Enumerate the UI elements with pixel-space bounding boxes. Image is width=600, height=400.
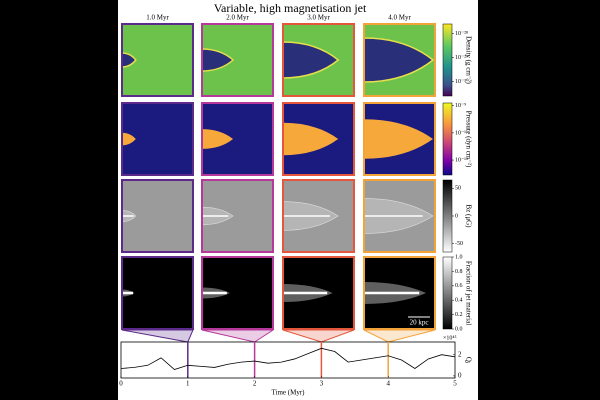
panel-border	[121, 179, 194, 253]
panel-border	[282, 23, 355, 97]
panel-border	[201, 102, 274, 176]
colorbar-tick-label: 0.8	[455, 269, 463, 275]
panel-border	[201, 23, 274, 97]
jet-cocoon	[121, 52, 137, 68]
jet-cocoon	[363, 37, 435, 83]
panel-border	[282, 256, 355, 330]
colorbar	[442, 256, 453, 330]
x-tick-label: 5	[453, 380, 457, 388]
x-tick-label: 2	[253, 380, 257, 388]
y-tick-label: 0	[458, 371, 462, 379]
panel-border	[121, 256, 194, 330]
colorbar	[442, 102, 453, 176]
colorbar-tick-label: 10⁻⁹	[455, 103, 466, 109]
colorbar-tick-label: -50	[455, 241, 463, 247]
jet-cocoon	[202, 129, 234, 149]
panel-border	[121, 102, 194, 176]
snapshot-connector	[201, 329, 275, 343]
colorbar-tick-label: 50	[455, 186, 461, 192]
x-tick-label: 3	[320, 380, 324, 388]
jet-cocoon	[282, 41, 340, 79]
snapshot-connector	[121, 329, 194, 343]
panel-border	[282, 179, 355, 253]
colorbar-label: Density (g cm⁻³)	[464, 36, 472, 84]
colorbar-tick-label: 10⁻²⁸	[455, 31, 468, 37]
colorbar-tick-label: 0.2	[455, 312, 463, 318]
colorbar-tick-label: 10⁻³⁰	[455, 78, 469, 85]
jet-cocoon	[283, 122, 339, 156]
colorbar-tick-label: 10⁻¹¹	[455, 130, 468, 136]
panel-border	[201, 256, 274, 330]
colorbar-tick-label: 0	[455, 213, 458, 219]
snapshot-connector	[363, 329, 436, 343]
x-axis-label: Time (Myr)	[272, 389, 306, 397]
snapshot-label: 2.0 Myr	[226, 14, 249, 22]
q-line	[120, 347, 456, 370]
colorbar	[442, 23, 453, 97]
panel-border	[201, 179, 274, 253]
figure-title: Variable, high magnetisation jet	[214, 1, 367, 15]
jet-cocoon	[122, 132, 136, 146]
colorbar-tick-label: 1.0	[455, 254, 463, 260]
colorbar-tick-label: 0.6	[455, 283, 463, 289]
colorbar-tick-label: 0.0	[455, 326, 463, 332]
x-tick-label: 0	[119, 380, 123, 388]
colorbar	[442, 179, 453, 253]
x-tick-label: 1	[186, 380, 190, 388]
snapshot-label: 1.0 Myr	[146, 14, 169, 22]
jet-cocoon	[364, 119, 433, 159]
x-tick-label: 4	[386, 380, 390, 388]
colorbar-tick-label: 10⁻²⁹	[455, 55, 468, 61]
panel-border	[121, 23, 194, 97]
panel-border	[282, 102, 355, 176]
jet-cocoon	[201, 48, 235, 72]
y-tick-label: 2	[458, 350, 462, 358]
snapshot-label: 3.0 Myr	[307, 14, 330, 22]
y-multiplier: ×10⁴⁵	[443, 335, 457, 341]
snapshot-label: 4.0 Myr	[388, 14, 411, 22]
colorbar-tick-label: 10⁻¹³	[455, 157, 468, 163]
panel-border	[363, 23, 436, 97]
scale-bar-label: 20 kpc	[410, 319, 429, 327]
colorbar-label: Pressure (dyn cm⁻²)	[464, 111, 472, 168]
colorbar-tick-label: 0.4	[455, 298, 463, 304]
plot-frame	[120, 341, 456, 379]
y-axis-label: Qⱼ	[464, 357, 472, 363]
colorbar-label: Bz (μG)	[464, 205, 472, 229]
panel-border	[363, 179, 436, 253]
panel-border	[363, 102, 436, 176]
panel-border	[363, 256, 436, 330]
colorbar-label: Fraction of jet material	[464, 261, 472, 325]
snapshot-connector	[282, 329, 355, 343]
